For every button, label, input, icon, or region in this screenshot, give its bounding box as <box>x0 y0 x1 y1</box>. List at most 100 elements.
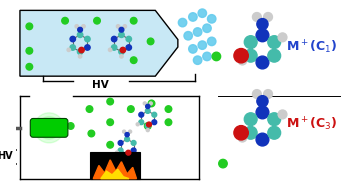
Circle shape <box>193 28 202 36</box>
Circle shape <box>212 52 221 61</box>
Circle shape <box>184 32 193 40</box>
Circle shape <box>79 47 84 53</box>
Text: M$^+$(C$_3$): M$^+$(C$_3$) <box>286 115 338 133</box>
Circle shape <box>193 56 202 64</box>
Circle shape <box>116 151 119 154</box>
Circle shape <box>278 33 287 42</box>
Circle shape <box>125 137 129 142</box>
Circle shape <box>146 129 149 132</box>
Circle shape <box>256 56 269 69</box>
Circle shape <box>128 106 134 112</box>
Circle shape <box>70 36 76 42</box>
Circle shape <box>253 90 261 98</box>
Circle shape <box>238 133 247 142</box>
Circle shape <box>122 130 126 133</box>
Circle shape <box>256 106 269 119</box>
Circle shape <box>203 52 211 61</box>
Circle shape <box>78 55 82 58</box>
Polygon shape <box>101 169 129 179</box>
Circle shape <box>203 24 211 33</box>
Circle shape <box>34 113 64 143</box>
Circle shape <box>149 102 152 105</box>
Circle shape <box>70 45 76 50</box>
Circle shape <box>130 57 137 64</box>
Circle shape <box>88 130 95 137</box>
Circle shape <box>111 45 117 50</box>
Circle shape <box>86 106 93 112</box>
Circle shape <box>126 157 129 160</box>
Circle shape <box>144 123 151 129</box>
Circle shape <box>234 49 248 63</box>
FancyBboxPatch shape <box>30 119 68 137</box>
Circle shape <box>119 27 124 32</box>
Circle shape <box>123 25 127 28</box>
Text: HV: HV <box>0 151 13 161</box>
Circle shape <box>116 25 120 28</box>
Circle shape <box>107 98 113 105</box>
Circle shape <box>26 23 33 30</box>
Circle shape <box>67 48 70 52</box>
Circle shape <box>85 36 90 42</box>
Circle shape <box>111 36 117 42</box>
Circle shape <box>126 150 131 155</box>
Circle shape <box>143 102 146 105</box>
Circle shape <box>75 25 78 28</box>
Circle shape <box>256 133 269 146</box>
Circle shape <box>126 36 132 42</box>
Circle shape <box>165 106 172 112</box>
Circle shape <box>244 126 257 139</box>
Circle shape <box>85 45 90 50</box>
Circle shape <box>108 48 112 52</box>
Circle shape <box>268 36 281 49</box>
Circle shape <box>278 110 287 119</box>
Circle shape <box>77 49 83 54</box>
Circle shape <box>78 27 83 32</box>
Circle shape <box>125 132 129 137</box>
Bar <box>90 152 140 179</box>
Circle shape <box>136 123 139 126</box>
Circle shape <box>129 130 132 133</box>
Circle shape <box>264 12 272 21</box>
Circle shape <box>244 49 257 62</box>
Circle shape <box>189 45 197 53</box>
Circle shape <box>107 142 113 148</box>
Circle shape <box>131 148 136 153</box>
Circle shape <box>165 119 172 125</box>
Circle shape <box>244 113 257 125</box>
Circle shape <box>139 120 144 125</box>
Circle shape <box>62 17 68 24</box>
Circle shape <box>94 17 100 24</box>
Circle shape <box>139 112 144 117</box>
Circle shape <box>120 55 123 58</box>
Circle shape <box>178 18 187 27</box>
Text: HV: HV <box>92 80 109 90</box>
Text: M$^+$(C$_1$): M$^+$(C$_1$) <box>286 38 338 56</box>
Circle shape <box>257 96 268 107</box>
Circle shape <box>253 12 261 21</box>
Circle shape <box>152 112 157 117</box>
Circle shape <box>125 152 129 157</box>
Circle shape <box>119 32 124 38</box>
Circle shape <box>118 148 123 153</box>
Circle shape <box>131 140 136 145</box>
Circle shape <box>264 90 272 98</box>
Circle shape <box>147 38 154 45</box>
Circle shape <box>256 29 269 42</box>
Circle shape <box>268 126 281 139</box>
Circle shape <box>107 119 113 125</box>
Circle shape <box>145 124 150 128</box>
Circle shape <box>38 117 60 139</box>
Circle shape <box>77 32 83 38</box>
Circle shape <box>268 113 281 125</box>
Circle shape <box>67 123 74 129</box>
Circle shape <box>244 36 257 49</box>
Circle shape <box>198 9 206 17</box>
Circle shape <box>238 56 247 65</box>
Polygon shape <box>93 160 136 179</box>
Circle shape <box>148 100 155 107</box>
Circle shape <box>208 15 216 23</box>
Circle shape <box>119 49 124 54</box>
Circle shape <box>120 47 126 53</box>
Circle shape <box>26 64 33 70</box>
Circle shape <box>189 13 197 21</box>
